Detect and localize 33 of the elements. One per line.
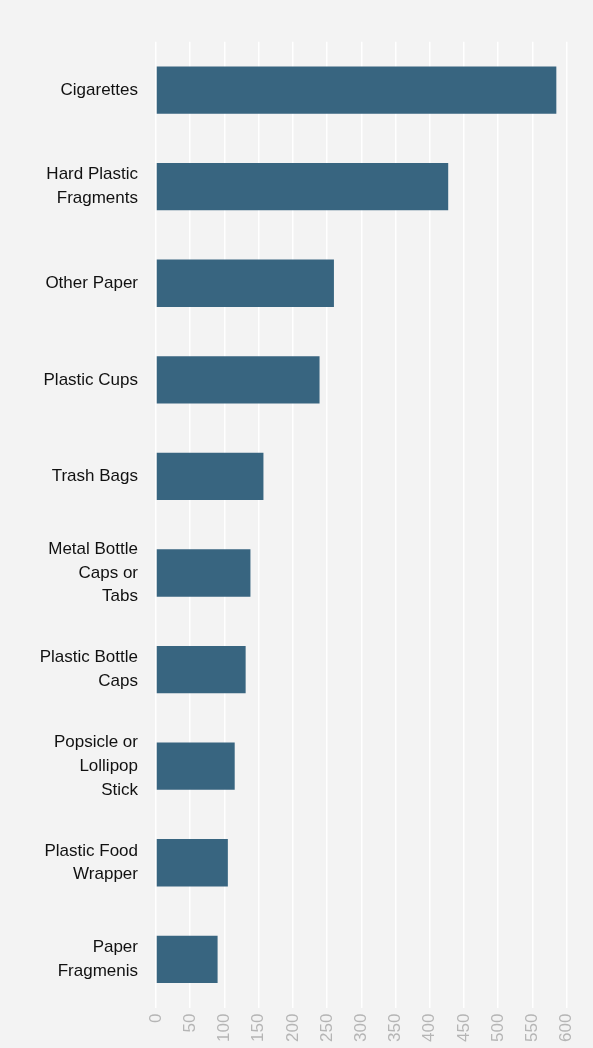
y-tick-label: Metal Bottle Caps or Tabs	[48, 538, 139, 606]
bar	[156, 163, 449, 211]
x-tick-label: 600	[556, 1013, 576, 1043]
x-tick-label: 550	[522, 1013, 542, 1043]
y-tick-label: Hard Plastic Fragments	[46, 164, 139, 208]
x-tick-label: 250	[316, 1013, 336, 1043]
y-tick-label: Popsicle or Lollipop Stick	[53, 732, 139, 799]
x-tick-label: 450	[453, 1013, 473, 1043]
x-tick-label: 200	[282, 1013, 302, 1043]
x-tick-label: 500	[487, 1013, 507, 1043]
x-tick-label: 50	[179, 1013, 199, 1033]
bar	[156, 935, 218, 984]
x-tick-label: 150	[248, 1013, 268, 1043]
bar	[156, 549, 251, 597]
bar	[156, 356, 320, 404]
x-tick-label: 300	[350, 1013, 370, 1043]
y-tick-label: Paper Fragmenis	[57, 937, 139, 980]
y-tick-label: Trash Bags	[51, 466, 138, 486]
bar	[156, 839, 228, 887]
y-tick-label: Plastic Food Wrapper	[44, 840, 139, 884]
x-tick-label: 0	[145, 1013, 165, 1024]
bar	[156, 259, 334, 307]
y-tick-label: Plastic Bottle Caps	[39, 647, 138, 691]
x-tick-label: 100	[214, 1013, 234, 1043]
bar	[156, 452, 264, 501]
y-tick-label: Plastic Cups	[43, 369, 138, 389]
y-tick-label: Cigarettes	[60, 79, 138, 99]
y-tick-label: Other Paper	[45, 272, 139, 292]
x-tick-label: 350	[385, 1013, 405, 1043]
bar	[156, 645, 246, 694]
bar	[156, 742, 235, 790]
bar	[156, 66, 557, 114]
x-tick-label: 400	[419, 1013, 439, 1043]
